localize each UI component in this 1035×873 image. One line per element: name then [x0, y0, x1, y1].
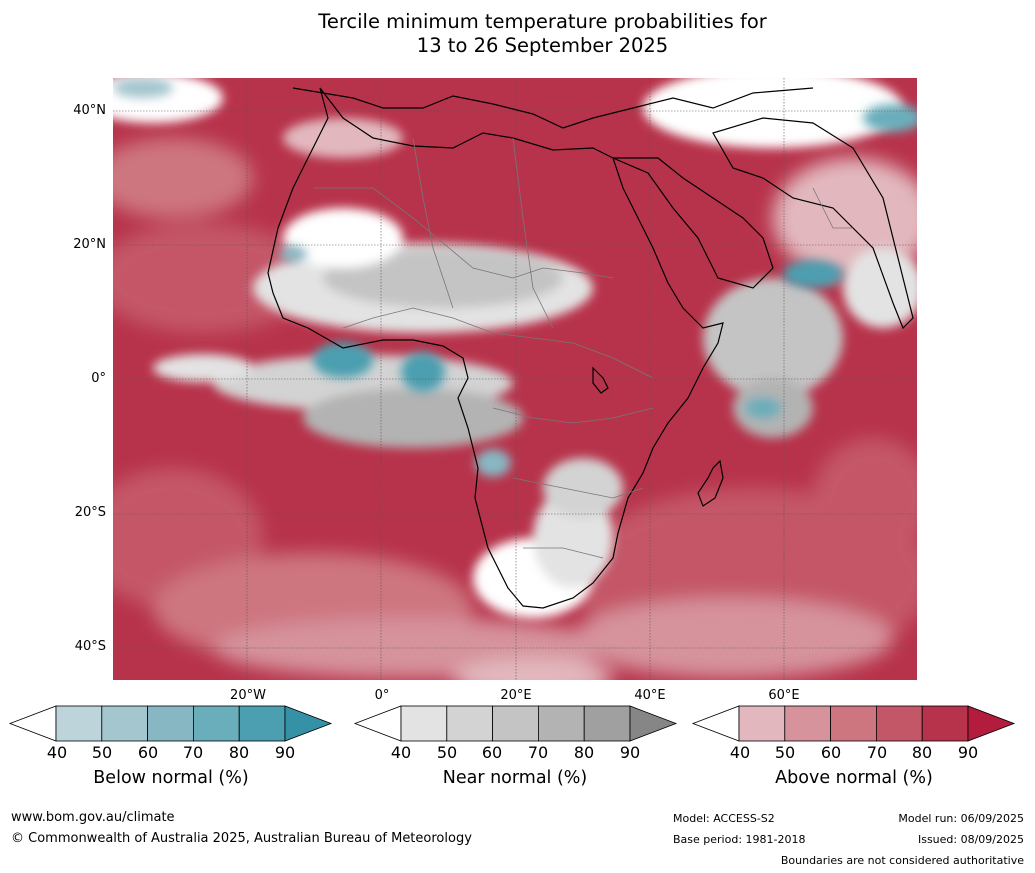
lat-label-40s: 40°S: [74, 639, 106, 654]
above-colorbar-min-arrow: [691, 705, 740, 742]
model-run-text: Model run: 06/09/2025: [898, 812, 1024, 825]
near-colorbar-band: [446, 705, 494, 742]
near-tick-60: 60: [481, 743, 503, 762]
below-colorbar-band: [238, 705, 286, 742]
base-period-text: Base period: 1981-2018: [673, 833, 806, 846]
near-tick-70: 70: [527, 743, 549, 762]
near-colorbar-band: [583, 705, 631, 742]
above-normal-caption: Above normal (%): [775, 768, 933, 788]
chart-title-line-1: Tercile minimum temperature probabilitie…: [318, 10, 767, 33]
lon-label-0: 0°: [374, 688, 390, 703]
lat-label-20s: 20°S: [74, 505, 106, 520]
near-tick-80: 80: [573, 743, 595, 762]
near-colorbar-band: [492, 705, 539, 742]
coastlines: [267, 87, 914, 609]
near-normal-caption: Near normal (%): [442, 768, 588, 788]
above-tick-80: 80: [911, 743, 933, 762]
near-tick-90: 90: [619, 743, 641, 762]
below-colorbar-max-arrow: [284, 705, 333, 742]
lon-label-20w: 20°W: [230, 688, 266, 703]
near-tick-40: 40: [390, 743, 412, 762]
above-colorbar-band: [921, 705, 969, 742]
lon-label-20e: 20°E: [500, 688, 532, 703]
issued-text: Issued: 08/09/2025: [917, 833, 1024, 846]
near-colorbar-min-arrow: [353, 705, 402, 742]
near-normal-patches: [113, 78, 917, 618]
above-normal-light-bands: [113, 138, 917, 680]
above-tick-70: 70: [866, 743, 888, 762]
above-colorbar-band: [875, 705, 923, 742]
below-colorbar-min-arrow: [8, 705, 57, 742]
above-tick-40: 40: [729, 743, 751, 762]
near-tick-50: 50: [436, 743, 458, 762]
lat-label-20n: 20°N: [73, 237, 106, 252]
chart-title-line-2: 13 to 26 September 2025: [416, 34, 669, 57]
above-colorbar-band: [784, 705, 832, 742]
above-colorbar-band: [830, 705, 877, 742]
near-normal-colorbar: [353, 705, 678, 742]
disclaimer-text: Boundaries are not considered authoritat…: [780, 854, 1024, 867]
country-borders: [313, 137, 853, 559]
above-tick-50: 50: [774, 743, 796, 762]
lat-label-0: 0°: [91, 371, 106, 386]
below-colorbar-band: [192, 705, 240, 742]
below-colorbar-band: [55, 705, 103, 742]
above-normal-colorbar: [691, 705, 1016, 742]
below-tick-40: 40: [46, 743, 68, 762]
below-tick-90: 90: [274, 743, 296, 762]
website-link[interactable]: www.bom.gov.au/climate: [11, 810, 175, 825]
below-colorbar-band: [147, 705, 194, 742]
gridlines: [113, 78, 917, 680]
model-text: Model: ACCESS-S2: [673, 812, 775, 825]
above-colorbar-band: [738, 705, 786, 742]
below-tick-50: 50: [91, 743, 113, 762]
below-normal-patches: [113, 78, 917, 477]
above-colorbar-max-arrow: [967, 705, 1016, 742]
above-tick-60: 60: [820, 743, 842, 762]
near-colorbar-max-arrow: [629, 705, 678, 742]
below-normal-caption: Below normal (%): [93, 768, 249, 788]
below-tick-80: 80: [228, 743, 250, 762]
probability-map: [113, 78, 917, 680]
near-colorbar-band: [400, 705, 448, 742]
below-tick-70: 70: [182, 743, 204, 762]
map-svg: [113, 78, 917, 680]
lat-label-40n: 40°N: [73, 103, 106, 118]
lon-label-40e: 40°E: [634, 688, 666, 703]
below-normal-colorbar: [8, 705, 333, 742]
copyright-text: © Commonwealth of Australia 2025, Austra…: [11, 831, 472, 846]
below-colorbar-band: [101, 705, 149, 742]
lon-label-60e: 60°E: [768, 688, 800, 703]
near-colorbar-band: [537, 705, 585, 742]
above-tick-90: 90: [957, 743, 979, 762]
below-tick-60: 60: [137, 743, 159, 762]
